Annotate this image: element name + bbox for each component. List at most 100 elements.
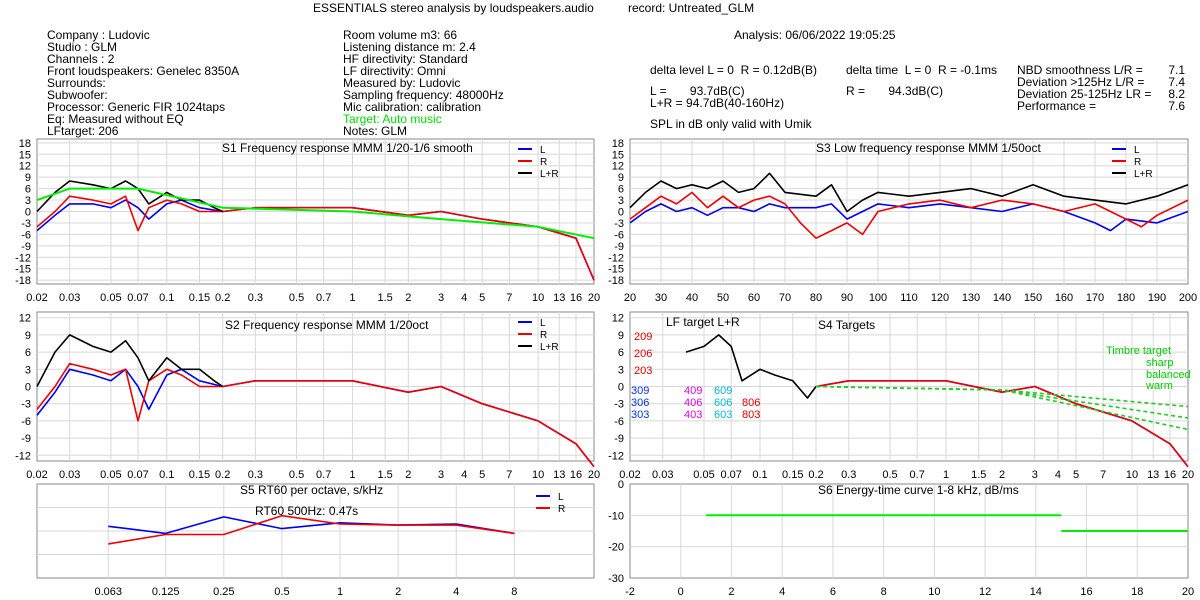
x-tick-label: 0.07 — [127, 469, 148, 481]
x-tick-label: 18 — [1131, 586, 1143, 598]
x-tick-label: 0.15 — [782, 469, 803, 481]
x-tick-label: 3 — [1032, 469, 1038, 481]
info-line: Company : Ludovic — [47, 28, 150, 42]
x-tick-label: 2 — [405, 469, 411, 481]
x-tick-label: 4 — [1055, 469, 1061, 481]
x-tick-label: 50 — [717, 292, 729, 304]
x-tick-label: 150 — [1024, 292, 1042, 304]
x-tick-label: 14 — [1030, 586, 1042, 598]
x-tick-label: -2 — [625, 586, 635, 598]
legend-label: R — [540, 330, 547, 341]
x-tick-label: 30 — [655, 292, 667, 304]
legend-label: R — [558, 504, 565, 515]
target-code-label: 303 — [631, 409, 649, 421]
delta-time: delta time L = 0 R = -0.1ms — [846, 63, 997, 77]
x-tick-label: 5 — [1073, 469, 1079, 481]
metric-row: Performance = 7.6 — [1017, 100, 1185, 112]
legend-label: L+R — [540, 342, 559, 353]
x-tick-label: 10 — [532, 292, 544, 304]
y-tick-label: 9 — [618, 330, 624, 342]
info-line: Processor: Generic FIR 1024taps — [47, 100, 226, 114]
x-tick-label: 6 — [830, 586, 836, 598]
y-tick-label: 3 — [618, 364, 624, 376]
x-tick-label: 3 — [438, 292, 444, 304]
series-line-r — [108, 514, 515, 545]
y-tick-label: 9 — [618, 172, 624, 184]
x-tick-label: 0.15 — [189, 292, 210, 304]
x-tick-label: 20 — [1182, 586, 1194, 598]
x-tick-label: 0.25 — [213, 586, 234, 598]
x-tick-label: 1 — [349, 469, 355, 481]
x-tick-label: 16 — [570, 292, 582, 304]
x-tick-label: 4 — [461, 292, 467, 304]
series-line-lplusr — [36, 334, 224, 388]
x-tick-label: 160 — [1055, 292, 1073, 304]
x-tick-label: 180 — [1117, 292, 1135, 304]
legend-label: L+R — [540, 169, 559, 180]
lf-target-title: LF target L+R — [666, 315, 740, 329]
legend-label: L — [540, 318, 546, 329]
y-tick-label: -9 — [21, 433, 31, 445]
x-tick-label: 0.7 — [316, 469, 331, 481]
x-tick-label: 0.02 — [26, 469, 47, 481]
x-tick-label: 100 — [869, 292, 887, 304]
x-tick-label: 0.15 — [189, 469, 210, 481]
spl-left: L = 93.7dB(C) — [650, 84, 745, 98]
y-tick-label: -18 — [608, 275, 624, 287]
x-tick-label: 0.1 — [159, 292, 174, 304]
target-code-label: 603 — [714, 409, 732, 421]
x-tick-label: 20 — [1182, 469, 1194, 481]
x-tick-label: 8 — [511, 586, 517, 598]
x-tick-label: 5 — [479, 469, 485, 481]
y-tick-label: -6 — [21, 229, 31, 241]
metric-value: 7.4 — [1168, 75, 1185, 89]
target-code-label: 206 — [634, 348, 652, 360]
y-tick-label: -12 — [608, 450, 624, 462]
x-tick-label: 0.03 — [59, 469, 80, 481]
x-tick-label: 16 — [570, 469, 582, 481]
x-tick-label: 16 — [1080, 586, 1092, 598]
series-line-target — [36, 187, 595, 240]
x-tick-label: 7 — [506, 469, 512, 481]
x-tick-label: 0.063 — [94, 586, 122, 598]
x-tick-label: 0.07 — [720, 469, 741, 481]
x-tick-label: 2 — [405, 292, 411, 304]
series-line-l — [108, 516, 515, 535]
x-tick-label: 13 — [553, 469, 565, 481]
y-tick-label: 9 — [25, 330, 31, 342]
chart-title: S2 Frequency response MMM 1/20oct — [225, 318, 429, 332]
metric-value: 7.1 — [1168, 63, 1185, 77]
y-tick-label: 6 — [25, 347, 31, 359]
chart-title: S4 Targets — [818, 318, 875, 332]
y-tick-label: -9 — [21, 241, 31, 253]
y-tick-label: 3 — [25, 195, 31, 207]
metric-row: Deviation 25-125Hz LR = 8.2 — [1017, 88, 1185, 100]
target-code-label: 309 — [631, 385, 649, 397]
target-code-label: 609 — [714, 385, 732, 397]
info-line: Studio : GLM — [47, 40, 118, 54]
x-tick-label: 0.2 — [215, 469, 230, 481]
record-name: record: Untreated_GLM — [628, 1, 755, 15]
target-label: Target: Auto music — [343, 112, 442, 126]
timbre-target-line — [815, 385, 1189, 419]
x-tick-label: 0.1 — [159, 469, 174, 481]
x-tick-label: 10 — [1126, 469, 1138, 481]
x-tick-label: 0.05 — [693, 469, 714, 481]
x-tick-label: 16 — [1164, 469, 1176, 481]
y-tick-label: 0 — [25, 207, 31, 219]
spl-note: SPL in dB only valid with Umik — [650, 117, 812, 131]
page-title: ESSENTIALS stereo analysis by loudspeake… — [313, 1, 594, 15]
series-line-r — [36, 362, 595, 468]
y-tick-label: -3 — [614, 218, 624, 230]
target-code-label: 406 — [684, 397, 702, 409]
analysis-date: Analysis: 06/06/2022 19:05:25 — [734, 28, 896, 42]
y-tick-label: -30 — [608, 573, 624, 585]
series-line-r — [36, 195, 595, 281]
series-line-r — [815, 380, 1189, 468]
y-tick-label: 12 — [612, 161, 624, 173]
y-tick-label: 0 — [25, 382, 31, 394]
target-code-label: 203 — [634, 365, 652, 377]
info-line: Mic calibration: calibration — [343, 100, 482, 114]
y-tick-label: -15 — [15, 264, 31, 276]
x-tick-label: 0.03 — [59, 292, 80, 304]
